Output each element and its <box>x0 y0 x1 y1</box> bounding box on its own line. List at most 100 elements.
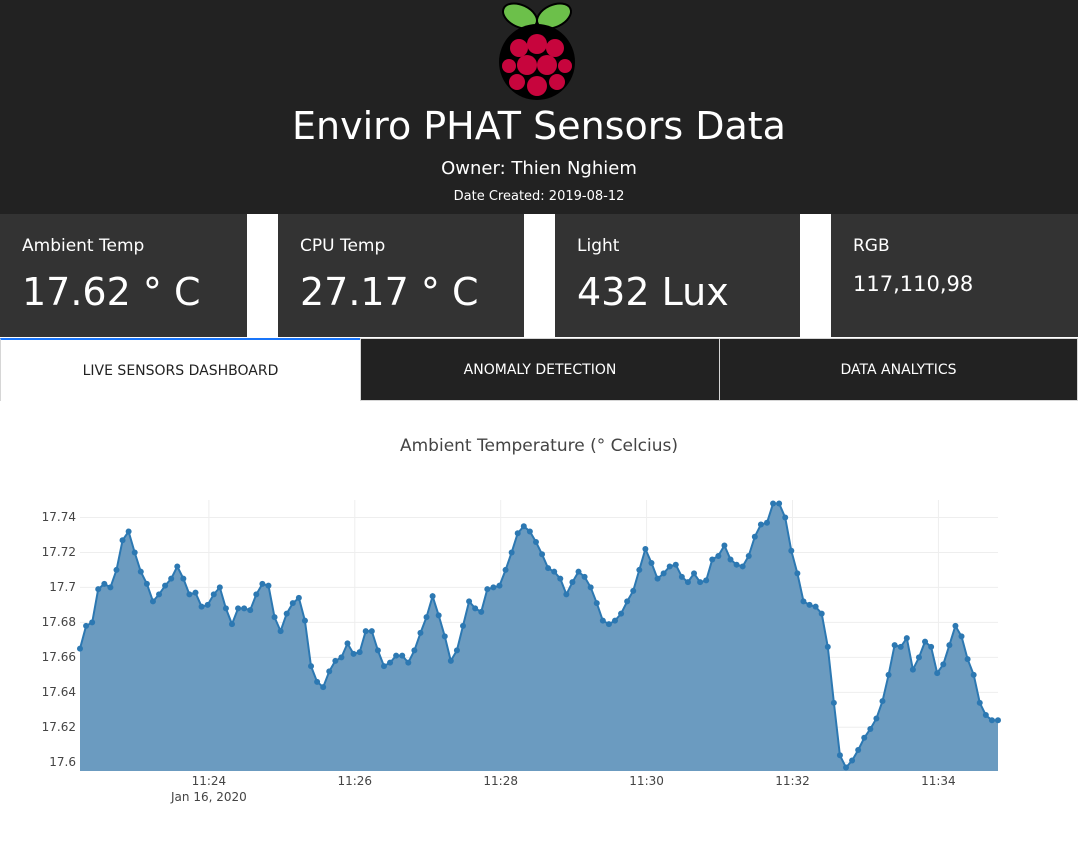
point <box>988 717 995 724</box>
point <box>618 610 625 617</box>
point <box>198 603 205 610</box>
point <box>478 608 485 615</box>
point <box>241 605 248 612</box>
point <box>265 582 272 589</box>
point <box>174 563 181 570</box>
point <box>539 551 546 558</box>
point <box>575 568 582 575</box>
point <box>277 628 284 635</box>
point <box>922 638 929 645</box>
point <box>235 605 242 612</box>
date-created: Date Created: 2019-08-12 <box>453 189 625 204</box>
point <box>393 652 400 659</box>
chart-title: Ambient Temperature (° Celcius) <box>400 436 678 456</box>
point <box>824 643 831 650</box>
point <box>855 747 862 754</box>
point <box>928 643 935 650</box>
point <box>739 563 746 570</box>
point <box>356 649 363 656</box>
point <box>283 610 290 617</box>
area <box>80 503 998 771</box>
point <box>843 764 850 771</box>
point <box>113 566 120 573</box>
point <box>423 614 430 621</box>
point <box>909 666 916 673</box>
point <box>654 575 661 582</box>
point <box>642 545 649 552</box>
point <box>308 663 315 670</box>
point <box>630 587 637 594</box>
point <box>733 561 740 568</box>
y-tick-label: 17.64 <box>42 685 76 699</box>
chart: Ambient Temperature (° Celcius) 17.6 17.6… <box>42 436 1001 804</box>
point <box>660 570 667 577</box>
point <box>709 556 716 563</box>
point <box>995 717 1001 724</box>
point <box>405 659 412 666</box>
point <box>684 579 691 586</box>
point <box>295 594 302 601</box>
point <box>915 654 922 661</box>
point <box>952 622 959 629</box>
tab[interactable]: LIVE SENSORS DASHBOARD <box>0 338 361 401</box>
x-tick-label: 11:32 <box>775 774 810 788</box>
point <box>502 566 509 573</box>
point <box>137 568 144 575</box>
point <box>836 752 843 759</box>
point <box>593 600 600 607</box>
point <box>380 663 387 670</box>
point <box>849 757 856 764</box>
point <box>429 593 436 600</box>
point <box>867 726 874 733</box>
point <box>332 657 339 664</box>
tab[interactable]: DATA ANALYTICS <box>719 338 1078 401</box>
point <box>982 712 989 719</box>
point <box>411 647 418 654</box>
point <box>253 591 260 598</box>
point <box>447 657 454 664</box>
card: CPU Temp 27.17 ° C <box>278 214 524 337</box>
point <box>636 566 643 573</box>
x-tick-label: 11:30 <box>629 774 664 788</box>
tab[interactable]: ANOMALY DETECTION <box>360 338 720 401</box>
point <box>806 601 813 608</box>
y-tick-label: 17.66 <box>42 650 76 664</box>
point <box>551 568 558 575</box>
point <box>89 619 96 626</box>
x-tick-label: 11:28 <box>483 774 518 788</box>
point <box>782 514 789 521</box>
point <box>338 654 345 661</box>
point <box>958 633 965 640</box>
point <box>672 561 679 568</box>
point <box>946 642 953 649</box>
point <box>95 586 102 593</box>
card: Light 432 Lux <box>555 214 800 337</box>
point <box>818 610 825 617</box>
point <box>611 617 618 624</box>
point <box>721 542 728 549</box>
point <box>125 528 132 535</box>
point <box>326 668 333 675</box>
point <box>873 715 880 722</box>
point <box>180 575 187 582</box>
point <box>387 659 394 666</box>
point <box>897 643 904 650</box>
x-tick-label: 11:26 <box>337 774 372 788</box>
point <box>569 579 576 586</box>
point <box>83 622 90 629</box>
point <box>131 549 138 556</box>
point <box>350 650 357 657</box>
point <box>320 684 327 691</box>
point <box>77 645 83 652</box>
y-tick-label: 17.74 <box>42 510 76 524</box>
point <box>763 519 770 526</box>
card-value: 117,110,98 <box>853 272 974 296</box>
point <box>368 628 375 635</box>
point <box>466 598 473 605</box>
point <box>666 563 673 570</box>
x-date-label: Jan 16, 2020 <box>170 790 247 804</box>
y-tick-label: 17.68 <box>42 615 76 629</box>
card-value: 432 Lux <box>577 270 729 314</box>
